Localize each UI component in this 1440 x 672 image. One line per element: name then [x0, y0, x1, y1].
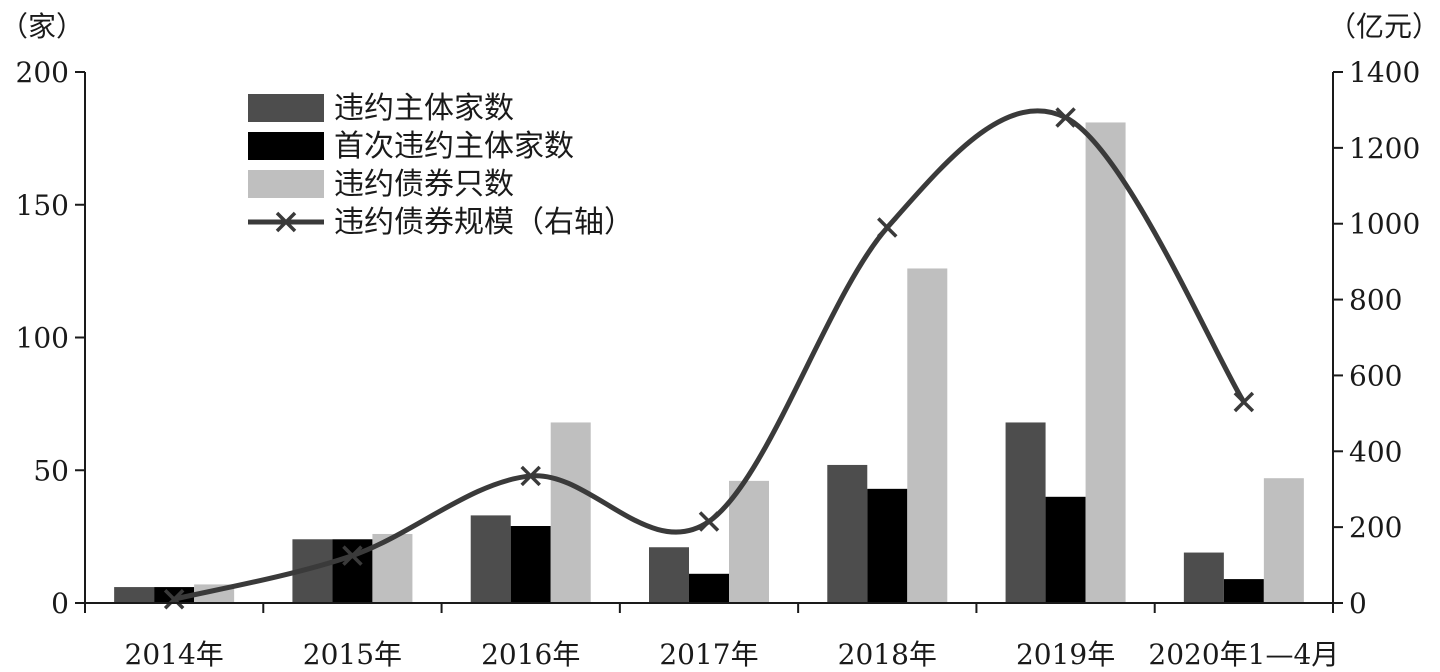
line-point-7 [1233, 391, 1255, 413]
left-tick-label: 150 [16, 189, 69, 222]
bar-1-4 [649, 547, 689, 603]
legend-swatch [248, 94, 324, 122]
right-tick-label: 800 [1349, 284, 1402, 317]
bar-2-4 [689, 573, 729, 603]
bar-3-4 [729, 480, 769, 603]
bar-1-7 [1183, 552, 1224, 603]
x-category-label: 2018年 [838, 638, 937, 671]
bar-3-3 [550, 422, 591, 603]
right-tick-label: 0 [1349, 587, 1367, 620]
bar-2-5 [867, 488, 908, 603]
x-category-label: 2014年 [125, 638, 224, 671]
legend-label: 首次违约主体家数 [334, 129, 574, 164]
bar-2-7 [1223, 579, 1264, 603]
line-point-2 [342, 545, 363, 566]
x-category-label: 2015年 [303, 638, 402, 671]
right-tick-label: 200 [1349, 511, 1402, 544]
left-tick-label: 0 [51, 587, 69, 620]
right-axis-unit: （亿元） [1328, 10, 1440, 43]
left-tick-layer: 0 50 100 150 200 [16, 56, 85, 620]
x-category-label: 2017年 [659, 638, 758, 671]
legend-marker [275, 211, 297, 233]
bar-3-6 [1085, 122, 1126, 603]
x-category-label: 2019年 [1016, 638, 1115, 671]
legend-label: 违约债券规模（右轴） [334, 205, 634, 240]
bar-1-5 [827, 464, 868, 603]
legend-label: 违约债券只数 [334, 167, 514, 202]
left-tick-label: 50 [33, 454, 69, 487]
line-point-4 [698, 511, 720, 532]
bar-3-7 [1263, 478, 1304, 603]
bar-1-6 [1005, 422, 1046, 603]
bar-2-6 [1045, 496, 1086, 603]
right-tick-label: 400 [1349, 435, 1402, 468]
line-series-1 [173, 108, 1246, 602]
line-point-1 [163, 588, 185, 610]
line-point-5 [877, 217, 898, 238]
x-category-label: 2020年1—4月 [1148, 638, 1339, 671]
line-point-6 [1055, 107, 1076, 128]
line-layer [163, 107, 1255, 610]
line-point-3 [520, 465, 541, 487]
left-axis-unit: （家） [0, 10, 84, 43]
legend-swatch [248, 170, 324, 198]
bar-1-3 [470, 515, 511, 603]
left-tick-label: 100 [16, 322, 69, 355]
left-tick-label: 200 [16, 56, 69, 89]
bar-3-5 [907, 268, 948, 603]
x-tick-layer: 2014年 2015年 2016年 2017年 2018年 2019年 2020年1—4月 [84, 603, 1339, 671]
right-tick-label: 1000 [1349, 208, 1420, 241]
legend-label: 违约主体家数 [334, 91, 514, 126]
right-tick-label: 600 [1349, 359, 1402, 392]
right-tick-label: 1400 [1349, 56, 1420, 89]
legend-swatch [248, 132, 324, 160]
bar-1-1 [114, 587, 155, 603]
bar-2-3 [510, 526, 551, 603]
right-tick-layer: 0 200 400 600 800 1000 1200 1400 [1333, 56, 1420, 620]
right-tick-label: 1200 [1349, 132, 1420, 165]
x-category-label: 2016年 [481, 638, 580, 671]
